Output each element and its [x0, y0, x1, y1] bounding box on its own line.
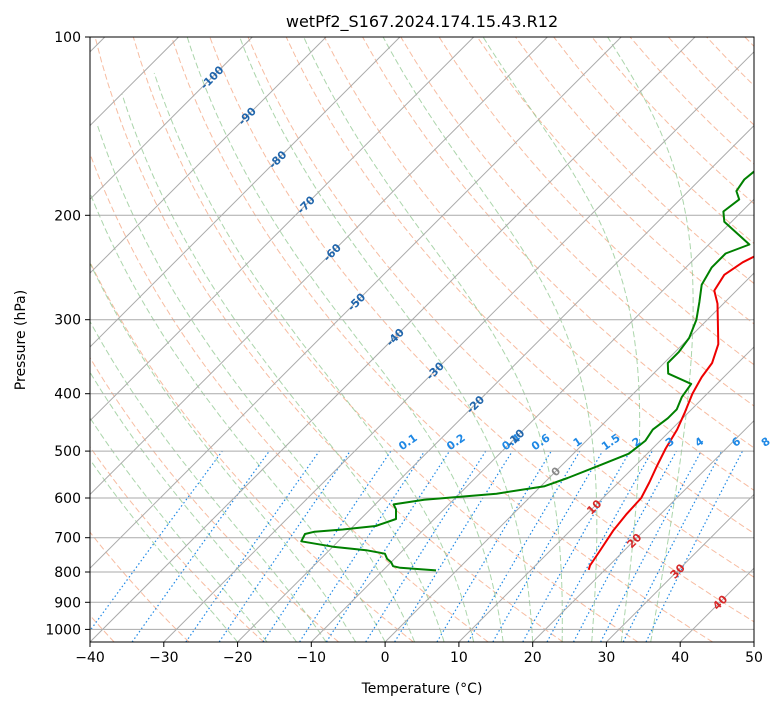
- y-tick-label: 800: [54, 565, 81, 581]
- y-tick-label: 200: [54, 208, 81, 224]
- temperature-profile-line: [587, 255, 754, 571]
- x-tick-label: 10: [450, 650, 468, 666]
- isobar-grid: [90, 37, 754, 630]
- isotherm-line: [90, 37, 253, 201]
- isotherm-line: [90, 37, 696, 642]
- moist-adiabat-line: [90, 416, 268, 642]
- moist-adiabat-line: [90, 458, 238, 642]
- chart-title: wetPf2_S167.2024.174.15.43.R12: [286, 12, 558, 32]
- mixing-ratio-line: [90, 450, 223, 632]
- dry-adiabat-line: [476, 37, 754, 325]
- isotherm-grid: [90, 37, 754, 642]
- y-tick-label: 400: [54, 387, 81, 403]
- dewpoint-profile-line: [300, 170, 754, 572]
- y-tick-label: 500: [54, 444, 81, 460]
- moist-adiabat-line: [239, 37, 534, 642]
- mixing-ratio-line: [645, 450, 744, 642]
- mixing-ratio-line: [218, 450, 351, 642]
- x-tick-label: −10: [297, 650, 327, 666]
- y-axis-ticks: 100 200 300 400 500 600 700 800 900 1000: [45, 30, 90, 638]
- isotherm-line: [90, 37, 548, 496]
- y-tick-label: 900: [54, 595, 81, 611]
- dry-adiabat-line: [94, 37, 564, 642]
- moist-adiabat-line: [121, 94, 445, 642]
- dry-adiabat-line: [90, 531, 190, 642]
- x-tick-label: −30: [149, 650, 179, 666]
- mixing-ratio-line: [131, 450, 270, 642]
- isotherm-line: [237, 124, 754, 642]
- x-tick-label: 30: [597, 650, 615, 666]
- dry-adiabat-line: [247, 37, 754, 578]
- moist-adiabat-line: [90, 371, 297, 642]
- y-tick-label: 300: [54, 313, 81, 329]
- moist-adiabat-line: [90, 262, 357, 642]
- dry-adiabat-line: [90, 446, 265, 642]
- isotherm-line: [532, 419, 754, 642]
- isotherm-line: [90, 37, 622, 569]
- moist-adiabat-line: [607, 37, 694, 642]
- moist-adiabat-line: [303, 37, 563, 642]
- isotherm-line: [458, 346, 754, 642]
- plot-frame: [89, 36, 755, 643]
- isotherm-line: [90, 37, 475, 422]
- y-tick-label: 600: [54, 491, 81, 507]
- mixing-ratio-line: [546, 450, 653, 642]
- dry-adiabat-line: [515, 37, 754, 285]
- y-tick-label: 100: [54, 30, 81, 46]
- mixing-ratio-line: [325, 450, 450, 642]
- dry-adiabat-line: [132, 37, 639, 642]
- sounding-series: [300, 170, 754, 572]
- x-tick-label: 20: [524, 650, 542, 666]
- moist-adiabats: [90, 37, 694, 642]
- isotherm-line: [90, 37, 401, 348]
- y-tick-label: 700: [54, 531, 81, 547]
- mixing-ratio-line: [572, 450, 677, 642]
- isotherm-line: [606, 493, 754, 642]
- y-tick-label: 1000: [45, 622, 81, 638]
- isotherm-line: [90, 37, 327, 274]
- x-axis-ticks: −40 −30 −20 −10 0 10 20 30 40 50: [75, 642, 763, 666]
- mixing-ratio-line: [262, 450, 392, 642]
- mixing-ratio-line: [185, 450, 320, 642]
- x-tick-label: 0: [381, 650, 390, 666]
- dry-adiabat-line: [90, 356, 339, 642]
- x-tick-label: −20: [223, 650, 253, 666]
- moist-adiabat-line: [153, 72, 475, 642]
- mixing-ratio-line: [299, 450, 426, 642]
- x-tick-label: 40: [671, 650, 689, 666]
- moist-adiabat-line: [482, 37, 641, 642]
- isotherm-line: [310, 198, 754, 642]
- y-axis-title: Pressure (hPa): [13, 290, 29, 390]
- moist-adiabat-line: [186, 37, 504, 642]
- mixing-ratio-line: [522, 450, 631, 642]
- x-tick-label: −40: [75, 650, 105, 666]
- isotherm-line: [163, 51, 754, 642]
- moist-adiabat-line: [90, 320, 327, 642]
- dry-adiabat-line: [90, 152, 489, 642]
- dry-adiabat-line: [400, 37, 754, 407]
- dry-adiabat-line: [362, 37, 754, 449]
- moist-adiabat-line: [96, 123, 416, 642]
- plot-area: [90, 37, 754, 642]
- dry-adiabat-line: [209, 37, 754, 623]
- moist-adiabat-line: [382, 37, 598, 642]
- x-tick-label: 50: [745, 650, 763, 666]
- x-axis-title: Temperature (°C): [361, 681, 483, 697]
